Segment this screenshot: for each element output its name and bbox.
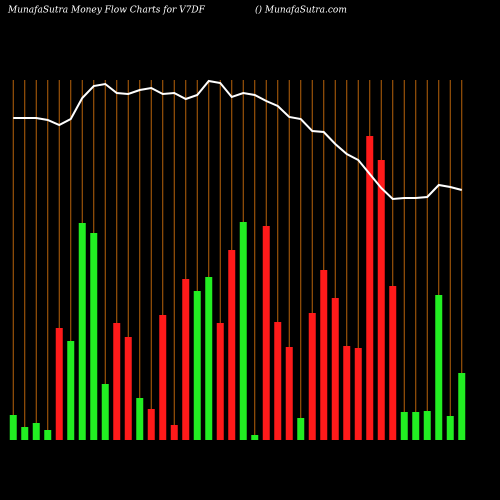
bar (354, 348, 362, 440)
chart-subtitle: () MunafaSutra.com (255, 5, 347, 16)
bar (435, 295, 443, 440)
bar (67, 341, 75, 440)
bar (239, 222, 247, 440)
bar (147, 409, 155, 440)
bar (366, 136, 374, 440)
bar (285, 347, 293, 440)
bar (446, 416, 454, 440)
bar (320, 270, 328, 440)
bar (458, 373, 466, 440)
bar (308, 313, 316, 440)
bar (136, 398, 144, 440)
bar (343, 346, 351, 440)
bar (331, 298, 339, 440)
bar (216, 323, 224, 440)
bar (159, 315, 167, 440)
bar (32, 423, 40, 440)
bar (412, 412, 420, 440)
bar (205, 277, 213, 440)
money-flow-line (13, 79, 463, 201)
bar (101, 384, 109, 440)
bar (44, 430, 52, 440)
bar (423, 411, 431, 440)
bar (297, 418, 305, 440)
bar (389, 286, 397, 440)
bar (193, 291, 201, 440)
bar (124, 337, 132, 440)
bar (377, 160, 385, 440)
bar (262, 226, 270, 440)
bar (90, 233, 98, 440)
bar (55, 328, 63, 440)
bar (400, 412, 408, 440)
bar (113, 323, 121, 440)
bar (251, 435, 259, 440)
bar (9, 415, 17, 440)
bar (170, 425, 178, 440)
bar (21, 427, 29, 440)
chart-title: MunafaSutra Money Flow Charts for V7DF (7, 6, 206, 16)
bar (182, 279, 190, 440)
bar (228, 250, 236, 440)
bar (274, 322, 282, 440)
bar (78, 223, 86, 440)
